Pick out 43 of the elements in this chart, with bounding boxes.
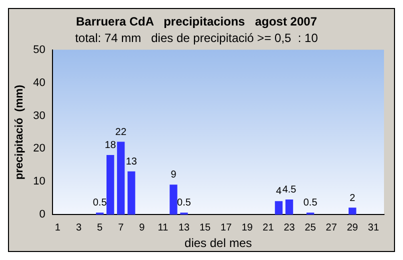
- x-tick-label: 13: [178, 222, 190, 234]
- x-tick-label: 1: [54, 222, 61, 234]
- data-label: 18: [104, 140, 116, 152]
- bar: [106, 154, 114, 215]
- data-label: 13: [126, 156, 138, 168]
- x-tick-label: 11: [158, 222, 169, 234]
- y-tick-label: 0: [39, 208, 46, 221]
- data-label: 4.5: [282, 184, 297, 196]
- bar: [274, 201, 283, 215]
- data-label: 2: [350, 192, 356, 204]
- data-label: 0.5: [92, 198, 108, 209]
- x-tick-label: 15: [200, 222, 212, 234]
- bar: [170, 184, 178, 215]
- x-tick-label: 17: [220, 222, 232, 234]
- x-tick-label: 29: [346, 222, 358, 234]
- x-tick-label: 7: [118, 222, 124, 234]
- x-tick-label: 23: [284, 222, 296, 234]
- y-tick-label: 40: [33, 76, 46, 89]
- x-tick-label: 27: [326, 222, 338, 234]
- data-label: 4: [276, 186, 282, 198]
- x-tick-label: 19: [242, 222, 254, 234]
- data-label: 0.5: [177, 198, 192, 209]
- x-tick-label: 9: [139, 222, 146, 234]
- bar: [117, 142, 125, 215]
- bar: [128, 171, 136, 215]
- x-tick-label: 5: [97, 222, 104, 234]
- y-tick-label: 20: [33, 142, 46, 155]
- data-label: 0.5: [303, 198, 318, 209]
- y-tick-label: 30: [33, 110, 46, 122]
- bar: [348, 208, 356, 215]
- x-tick-label: 3: [76, 222, 82, 234]
- x-tick-label: 21: [262, 222, 274, 234]
- chart-subtitle: total: 74 mm dies de precipitació >= 0,5 : 10: [75, 30, 318, 45]
- bar: [285, 199, 294, 215]
- y-tick-label: 50: [33, 44, 46, 56]
- x-axis-title: dies del mes: [184, 236, 252, 250]
- x-tick-label: 25: [304, 222, 316, 234]
- x-tick-label: 31: [368, 222, 380, 234]
- y-axis-title: precipitació (mm): [14, 84, 26, 180]
- data-label: 22: [115, 126, 127, 138]
- chart-title: Barruera CdA precipitacions agost 2007: [76, 14, 318, 29]
- y-tick-label: 10: [33, 176, 46, 188]
- data-label: 9: [170, 170, 177, 181]
